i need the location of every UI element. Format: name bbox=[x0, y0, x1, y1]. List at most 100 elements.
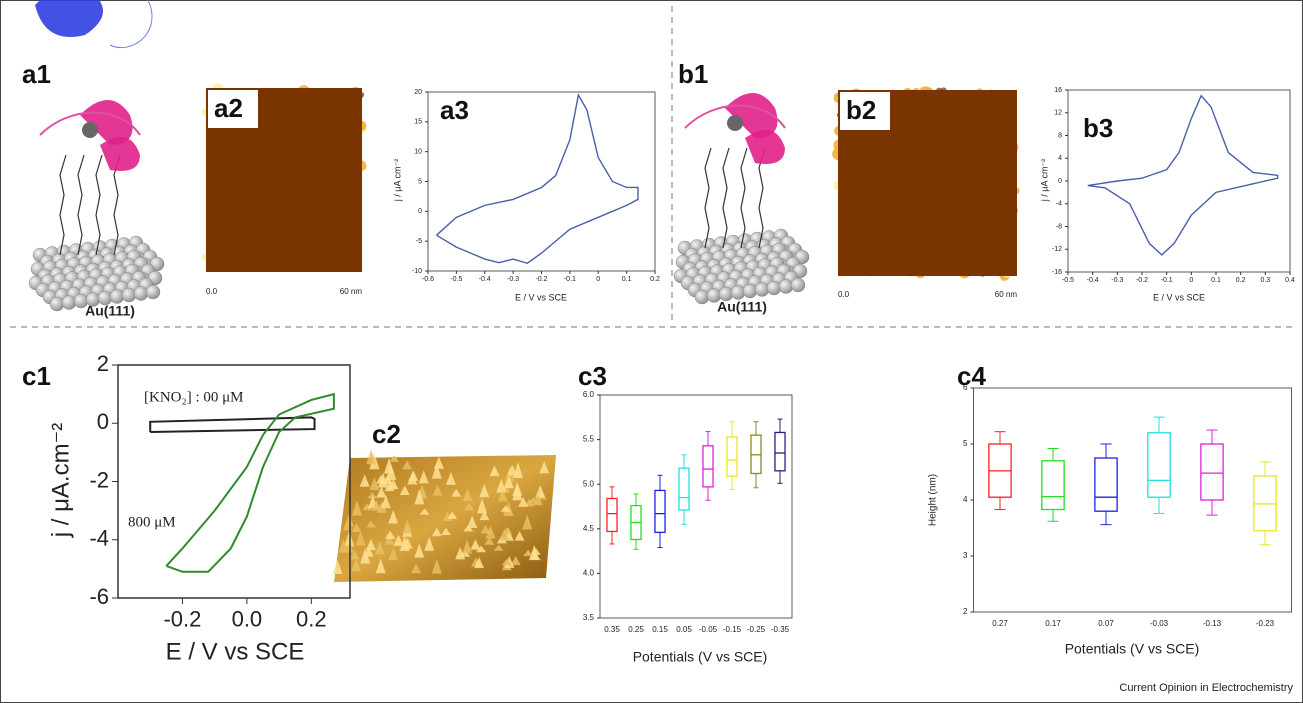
y-tick-label: -4 bbox=[89, 526, 109, 551]
heme bbox=[727, 115, 743, 131]
gold-atom bbox=[110, 290, 124, 304]
y-tick-label: 0 bbox=[97, 409, 109, 434]
gold-atom bbox=[122, 288, 136, 302]
panel-label: c1 bbox=[22, 361, 51, 391]
substrate-label: Au(111) bbox=[85, 303, 135, 319]
panel-label: a2 bbox=[214, 93, 243, 123]
gold-atom bbox=[695, 290, 709, 304]
y-tick-label: -10 bbox=[412, 268, 422, 275]
y-tick-label: 4.0 bbox=[583, 569, 595, 578]
heme bbox=[82, 122, 98, 138]
panel-label: a3 bbox=[440, 95, 469, 125]
x-tick-label: 0.05 bbox=[676, 625, 692, 634]
x-axis-label: E / V vs SCE bbox=[1153, 292, 1205, 302]
gold-atom bbox=[779, 280, 793, 294]
series-annotation: 800 μM bbox=[128, 514, 176, 530]
x-axis-label: E / V vs SCE bbox=[515, 292, 567, 302]
x-tick-label: 0.4 bbox=[1285, 277, 1295, 284]
y-tick-label: 5 bbox=[963, 439, 968, 448]
x-tick-label: 0 bbox=[1189, 277, 1193, 284]
x-axis-label: Potentials (V vs SCE) bbox=[633, 649, 768, 665]
gold-atom bbox=[50, 297, 64, 311]
afm-axis-label: 0.0 bbox=[206, 287, 218, 296]
substrate-label: Au(111) bbox=[717, 299, 767, 315]
y-tick-label: -2 bbox=[89, 467, 109, 492]
panel-label: b3 bbox=[1083, 113, 1113, 143]
gold-atom bbox=[767, 281, 781, 295]
x-tick-label: 0.2 bbox=[1236, 277, 1246, 284]
panel-label: b1 bbox=[678, 59, 708, 89]
y-tick-label: 8 bbox=[1058, 132, 1062, 139]
x-tick-label: -0.1 bbox=[1161, 277, 1173, 284]
x-tick-label: -0.2 bbox=[163, 606, 201, 631]
y-tick-label: 16 bbox=[1054, 87, 1062, 94]
panel-label: c3 bbox=[578, 361, 607, 391]
x-tick-label: -0.4 bbox=[1087, 277, 1099, 284]
y-tick-label: 20 bbox=[414, 89, 422, 96]
gold-atom bbox=[743, 284, 757, 298]
frame bbox=[1, 1, 1303, 703]
x-tick-label: 0.07 bbox=[1098, 619, 1114, 628]
y-axis-label: Height (nm) bbox=[928, 474, 939, 526]
x-tick-label: -0.35 bbox=[771, 625, 790, 634]
y-tick-label: 3 bbox=[963, 551, 968, 560]
gold-atom bbox=[791, 278, 805, 292]
x-tick-label: -0.2 bbox=[1136, 277, 1148, 284]
y-tick-label: -6 bbox=[89, 584, 109, 609]
gold-atom bbox=[146, 285, 160, 299]
y-tick-label: 10 bbox=[414, 149, 422, 156]
y-tick-label: -12 bbox=[1052, 246, 1062, 253]
y-tick-label: -16 bbox=[1052, 269, 1062, 276]
x-tick-label: 0.15 bbox=[652, 625, 668, 634]
y-tick-label: 12 bbox=[1054, 110, 1062, 117]
y-tick-label: 4 bbox=[963, 495, 968, 504]
x-tick-label: -0.5 bbox=[1062, 277, 1074, 284]
y-tick-label: 5.0 bbox=[583, 479, 595, 488]
x-tick-label: -0.6 bbox=[422, 276, 434, 283]
x-axis-label: E / V vs SCE bbox=[166, 638, 305, 665]
y-tick-label: 4 bbox=[1058, 155, 1062, 162]
x-tick-label: 0.1 bbox=[622, 276, 632, 283]
x-tick-label: 0 bbox=[596, 276, 600, 283]
x-tick-label: -0.05 bbox=[699, 625, 718, 634]
x-tick-label: 0.1 bbox=[1211, 277, 1221, 284]
x-tick-label: -0.1 bbox=[564, 276, 576, 283]
footer: Current Opinion in Electrochemistry bbox=[1119, 682, 1293, 694]
x-tick-label: -0.13 bbox=[1203, 619, 1222, 628]
x-tick-label: 0.2 bbox=[650, 276, 660, 283]
y-tick-label: 6.0 bbox=[583, 390, 595, 399]
figure: a1 b1 Au(111) Au(111) a2 0.0 60 nm b2 0.… bbox=[0, 0, 1303, 703]
y-tick-label: 2 bbox=[963, 607, 968, 616]
x-tick-label: -0.4 bbox=[479, 276, 491, 283]
x-tick-label: -0.2 bbox=[535, 276, 547, 283]
panel-label: c4 bbox=[957, 361, 986, 391]
series-annotation: [KNO₂] : 00 μM bbox=[144, 389, 244, 405]
y-tick-label: 2 bbox=[97, 351, 109, 376]
x-tick-label: -0.03 bbox=[1150, 619, 1169, 628]
gold-atom bbox=[731, 286, 745, 300]
y-axis-label: j / μA cm⁻² bbox=[1039, 159, 1049, 202]
afm-axis-label: 0.0 bbox=[838, 290, 850, 299]
x-tick-label: 0.3 bbox=[1260, 277, 1270, 284]
x-tick-label: -0.15 bbox=[723, 625, 742, 634]
y-tick-label: -4 bbox=[1056, 201, 1062, 208]
x-tick-label: 0.35 bbox=[604, 625, 620, 634]
gold-atom bbox=[134, 287, 148, 301]
x-tick-label: -0.5 bbox=[450, 276, 462, 283]
y-tick-label: 5.5 bbox=[583, 435, 595, 444]
x-tick-label: -0.3 bbox=[507, 276, 519, 283]
gold-atom bbox=[755, 283, 769, 297]
y-tick-label: -8 bbox=[1056, 223, 1062, 230]
y-tick-label: 5 bbox=[418, 178, 422, 185]
x-tick-label: 0.27 bbox=[992, 619, 1008, 628]
y-axis-label: j / μA.cm⁻² bbox=[47, 423, 74, 539]
panel-label: a1 bbox=[22, 59, 51, 89]
y-tick-label: 15 bbox=[414, 119, 422, 126]
y-axis-label: j / μA cm⁻² bbox=[392, 159, 402, 202]
x-axis-label: Potentials (V vs SCE) bbox=[1065, 641, 1200, 657]
y-tick-label: 0 bbox=[418, 208, 422, 215]
panel-label: b2 bbox=[846, 95, 876, 125]
y-tick-label: 0 bbox=[1058, 178, 1062, 185]
afm-axis-label: 60 nm bbox=[340, 287, 363, 296]
panel-label: c2 bbox=[372, 419, 401, 449]
